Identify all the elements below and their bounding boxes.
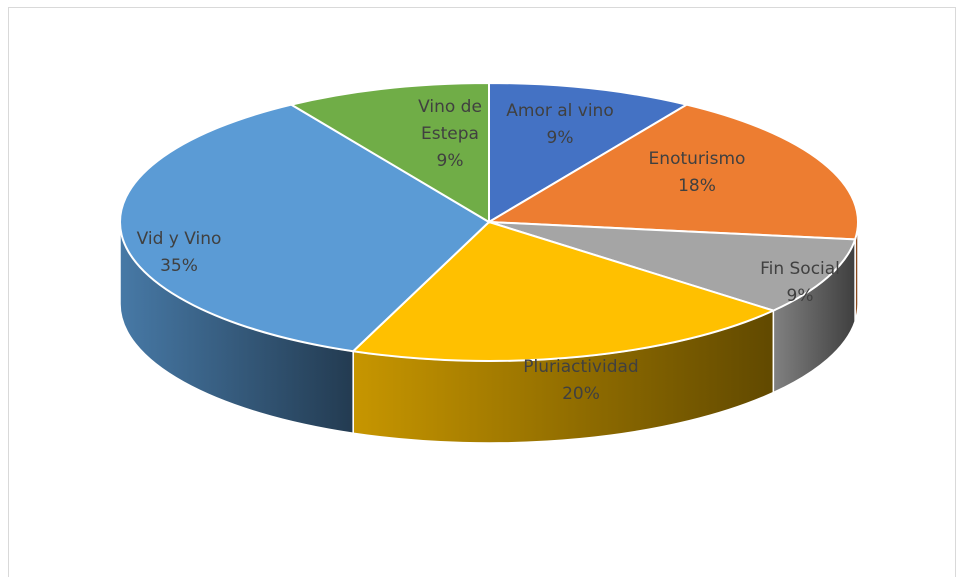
pie-slice-vino-de-estepa[interactable] xyxy=(288,81,490,224)
data-label-pluriactividad: Pluriactividad 20% xyxy=(523,357,638,404)
pie-slice-enoturismo[interactable] xyxy=(485,103,859,241)
pie-slice-fin-social[interactable] xyxy=(488,221,857,312)
data-label-vino-de-estepa: Vino de Estepa 9% xyxy=(418,97,482,171)
pie-chart: Amor al vino 9% Enoturismo 18% Fin Social 9% P… xyxy=(119,81,859,444)
chart-area: Amor al vino 9% Enoturismo 18% Fin Social 9% P… xyxy=(8,7,956,577)
pie-labels: Amor al vino 9% Enoturismo 18% Fin Social 9% P… xyxy=(137,97,840,404)
pie-slice-amor-al-vino[interactable] xyxy=(488,81,690,224)
pie-slice-pluriactividad[interactable] xyxy=(350,220,777,362)
data-label-vid-y-vino: Vid y Vino 35% xyxy=(137,229,222,276)
data-label-enoturismo: Enoturismo 18% xyxy=(649,149,746,196)
data-label-fin-social: Fin Social 9% xyxy=(760,259,840,306)
data-label-amor-al-vino: Amor al vino 9% xyxy=(506,101,614,148)
pie-tops xyxy=(119,81,859,362)
pie-slice-vid-y-vino[interactable] xyxy=(119,103,491,353)
